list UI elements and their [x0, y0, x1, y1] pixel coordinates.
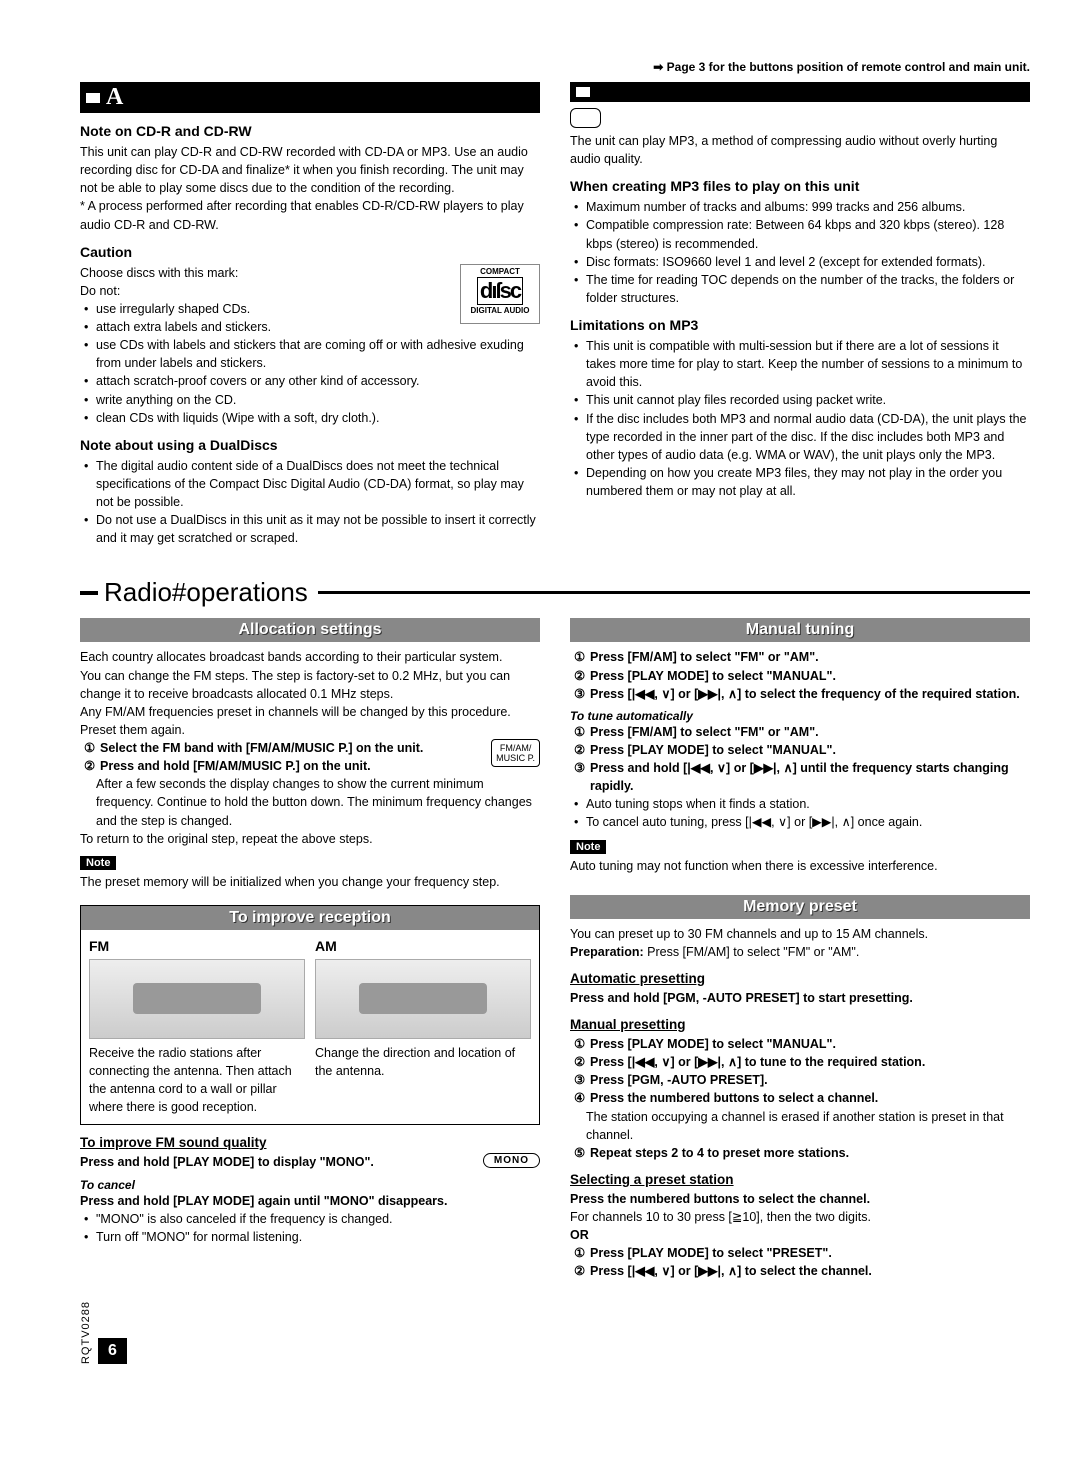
- creating-title: When creating MP3 files to play on this …: [570, 178, 1030, 194]
- selecting-line: For channels 10 to 30 press [≧10], then …: [570, 1208, 1030, 1226]
- fm-stereo-icon: [89, 959, 305, 1039]
- alloc-p4: Preset them again.: [80, 721, 540, 739]
- alloc-p2: You can change the FM steps. The step is…: [80, 667, 540, 703]
- fm-text: Receive the radio stations after connect…: [89, 1044, 305, 1117]
- right-header-bar: [570, 82, 1030, 102]
- left-header-bar: A: [80, 82, 540, 113]
- manual-preset-step5: Repeat steps 2 to 4 to preset more stati…: [574, 1144, 1030, 1162]
- manual-tuning-heading: Manual tuning: [570, 618, 1030, 642]
- note-label: Note: [80, 856, 116, 870]
- cdr-title: Note on CD-R and CD-RW: [80, 123, 540, 139]
- manual-preset-title: Manual presetting: [570, 1017, 1030, 1032]
- am-label: AM: [315, 938, 531, 954]
- manual-preset-sub: The station occupying a channel is erase…: [586, 1108, 1030, 1144]
- auto-steps: Press [FM/AM] to select "FM" or "AM". Pr…: [574, 723, 1030, 796]
- fm-label: FM: [89, 938, 305, 954]
- mono-pill-icon: MONO: [483, 1153, 540, 1168]
- cdr-body: This unit can play CD-R and CD-RW record…: [80, 143, 540, 197]
- am-stereo-icon: [315, 959, 531, 1039]
- page-number: 6: [98, 1338, 127, 1364]
- mp3-intro: The unit can play MP3, a method of compr…: [570, 132, 1030, 168]
- selecting-or: OR: [570, 1226, 1030, 1244]
- selecting-instr: Press the numbered buttons to select the…: [570, 1190, 1030, 1208]
- auto-bullets: Auto tuning stops when it finds a statio…: [574, 795, 1030, 831]
- allocation-heading: Allocation settings: [80, 618, 540, 642]
- memory-preset-heading: Memory preset: [570, 895, 1030, 919]
- doc-code: RQTV0288: [80, 1301, 92, 1364]
- cdr-footnote: * A process performed after recording th…: [80, 197, 540, 233]
- note-label-2: Note: [570, 840, 606, 854]
- cancel-instr: Press and hold [PLAY MODE] again until "…: [80, 1192, 540, 1210]
- memory-intro: You can preset up to 30 FM channels and …: [570, 925, 1030, 943]
- cancel-bullets: "MONO" is also canceled if the frequency…: [84, 1210, 540, 1246]
- alloc-note: The preset memory will be initialized wh…: [80, 873, 540, 891]
- am-text: Change the direction and location of the…: [315, 1044, 531, 1080]
- limitations-list: This unit is compatible with multi-sessi…: [574, 337, 1030, 500]
- creating-list: Maximum number of tracks and albums: 999…: [574, 198, 1030, 307]
- improve-box: To improve reception FM Receive the radi…: [80, 905, 540, 1126]
- selecting-title: Selecting a preset station: [570, 1172, 1030, 1187]
- fm-quality-title: To improve FM sound quality: [80, 1135, 540, 1150]
- dualdiscs-title: Note about using a DualDiscs: [80, 437, 540, 453]
- limitations-title: Limitations on MP3: [570, 317, 1030, 333]
- radio-heading: Radio#operations: [80, 577, 1030, 608]
- alloc-p1: Each country allocates broadcast bands a…: [80, 648, 540, 666]
- alloc-after: After a few seconds the display changes …: [96, 775, 540, 829]
- alloc-p3: Any FM/AM frequencies preset in channels…: [80, 703, 540, 721]
- fm-quality-instr: Press and hold [PLAY MODE] to display "M…: [80, 1153, 540, 1171]
- caution-title: Caution: [80, 244, 540, 260]
- memory-prep: Preparation: Press [FM/AM] to select "FM…: [570, 943, 1030, 961]
- manual-note: Auto tuning may not function when there …: [570, 857, 1030, 875]
- alloc-steps: Select the FM band with [FM/AM/MUSIC P.]…: [84, 739, 540, 775]
- manual-preset-steps: Press [PLAY MODE] to select "MANUAL". Pr…: [574, 1035, 1030, 1108]
- cd-icon: [570, 108, 601, 128]
- cancel-title: To cancel: [80, 1178, 540, 1192]
- caution-list: use irregularly shaped CDs. attach extra…: [84, 300, 540, 427]
- auto-preset-title: Automatic presetting: [570, 971, 1030, 986]
- alloc-return: To return to the original step, repeat t…: [80, 830, 540, 848]
- auto-tune-title: To tune automatically: [570, 709, 1030, 723]
- top-reference: Page 3 for the buttons position of remot…: [80, 60, 1030, 74]
- selecting-steps: Press [PLAY MODE] to select "PRESET". Pr…: [574, 1244, 1030, 1280]
- manual-steps: Press [FM/AM] to select "FM" or "AM". Pr…: [574, 648, 1030, 702]
- dualdiscs-list: The digital audio content side of a Dual…: [84, 457, 540, 548]
- auto-preset-instr: Press and hold [PGM, -AUTO PRESET] to st…: [570, 989, 1030, 1007]
